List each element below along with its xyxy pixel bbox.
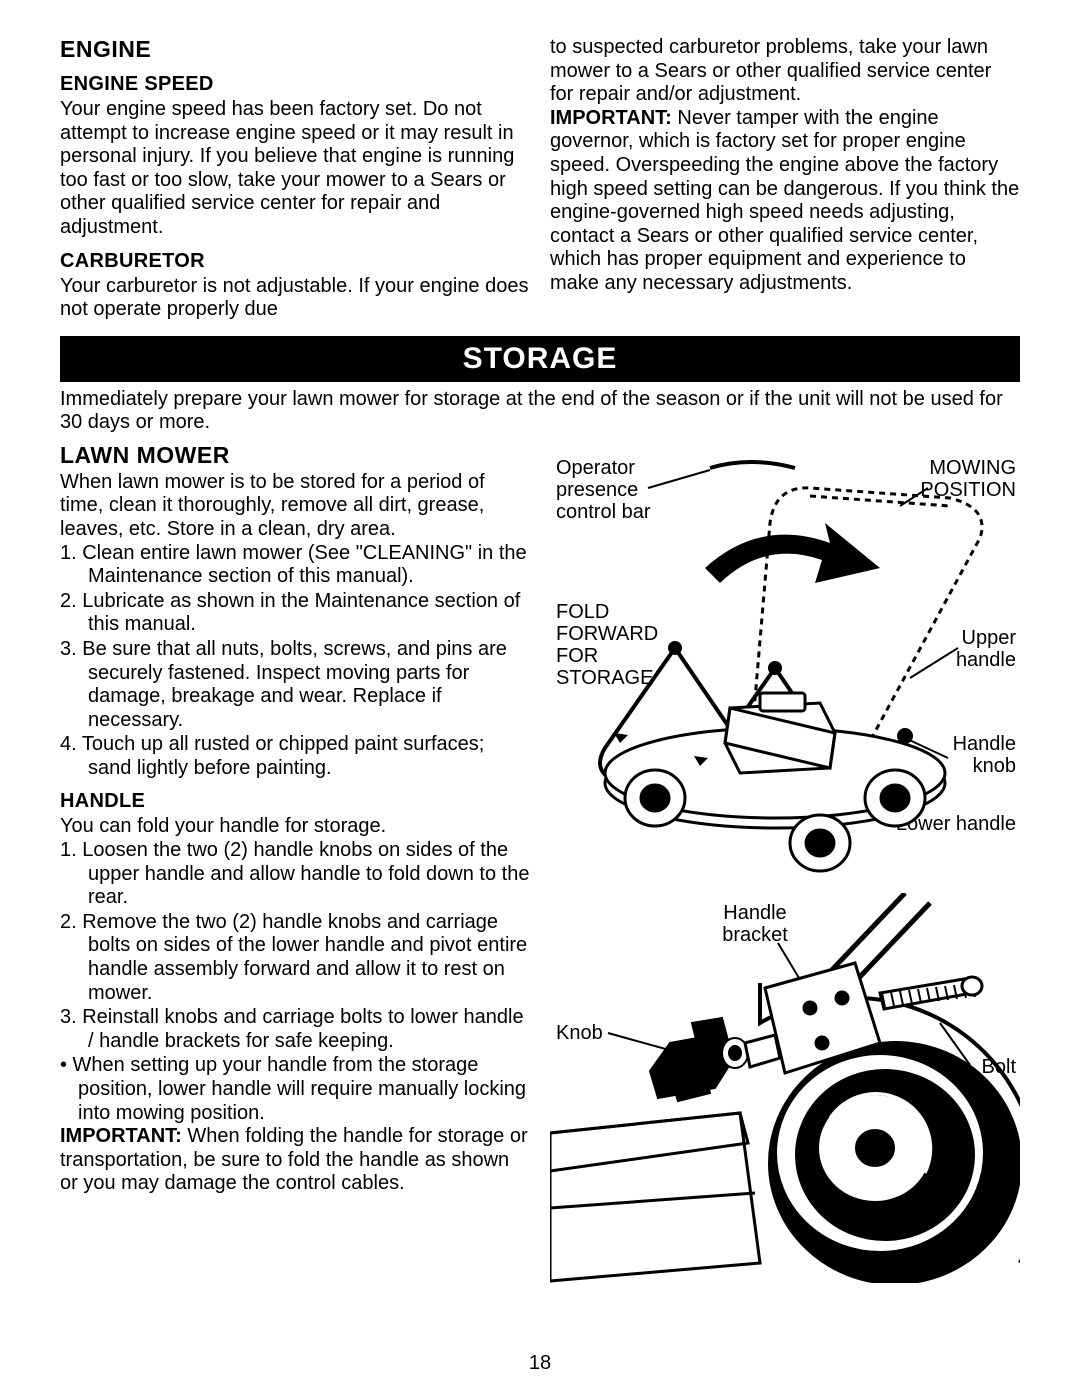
- lawn-mower-heading: LAWN MOWER: [60, 442, 530, 469]
- list-item: 1. Loosen the two (2) handle knobs on si…: [60, 839, 530, 910]
- important-text: Never tamper with the engine governor, w…: [550, 107, 1019, 294]
- handle-bracket-diagram: Handle bracket Knob Bolt: [550, 893, 1020, 1288]
- important-label: IMPORTANT:: [60, 1125, 182, 1147]
- top-right-column: to suspected carburetor problems, take y…: [550, 36, 1020, 322]
- handle-list: 1. Loosen the two (2) handle knobs on si…: [60, 839, 530, 1053]
- lawn-mower-list: 1. Clean entire lawn mower (See "CLEANIN…: [60, 542, 530, 781]
- fig1-fold-l3: FOR: [556, 645, 598, 667]
- fig1-upper-l1: Upper: [962, 627, 1017, 649]
- important-label: IMPORTANT:: [550, 107, 672, 129]
- important-engine: IMPORTANT: Never tamper with the engine …: [550, 107, 1020, 296]
- list-item: • When setting up your handle from the s…: [60, 1054, 530, 1125]
- handle-body: You can fold your handle for storage.: [60, 815, 530, 839]
- list-item: 3. Reinstall knobs and carriage bolts to…: [60, 1006, 530, 1053]
- page-number: 18: [0, 1352, 1080, 1375]
- handle-heading: HANDLE: [60, 790, 530, 813]
- fig1-fold-l4: STORAGE: [556, 667, 653, 689]
- fig2-knob: Knob: [556, 1022, 603, 1044]
- fig1-operator-l1: Operator: [556, 457, 635, 479]
- top-left-column: ENGINE ENGINE SPEED Your engine speed ha…: [60, 36, 530, 322]
- carburetor-body: Your carburetor is not adjustable. If yo…: [60, 275, 530, 322]
- engine-speed-body: Your engine speed has been factory set. …: [60, 98, 530, 240]
- fig1-knob-l2: knob: [973, 755, 1016, 777]
- engine-heading: ENGINE: [60, 36, 530, 63]
- storage-banner: STORAGE: [60, 336, 1020, 382]
- fig2-bracket-l2: bracket: [722, 924, 788, 946]
- fig2-bracket-l1: Handle: [723, 902, 786, 924]
- list-item: 1. Clean entire lawn mower (See "CLEANIN…: [60, 542, 530, 589]
- list-item: 2. Lubricate as shown in the Maintenance…: [60, 590, 530, 637]
- handle-bullet-list: • When setting up your handle from the s…: [60, 1054, 530, 1125]
- important-handle: IMPORTANT: When folding the handle for s…: [60, 1125, 530, 1196]
- fold-arrow-icon: [705, 523, 880, 583]
- bottom-left-column: LAWN MOWER When lawn mower is to be stor…: [60, 442, 530, 1288]
- list-item: 4. Touch up all rusted or chipped paint …: [60, 733, 530, 780]
- fig1-operator-l3: control bar: [556, 501, 651, 523]
- fig1-fold-l2: FORWARD: [556, 623, 658, 645]
- fig1-mowing-l1: MOWING: [929, 457, 1016, 479]
- list-item: 3. Be sure that all nuts, bolts, screws,…: [60, 638, 530, 732]
- list-item: 2. Remove the two (2) handle knobs and c…: [60, 911, 530, 1005]
- fig1-upper-l2: handle: [956, 649, 1016, 671]
- bottom-right-column: Operator presence control bar FOLD FORWA…: [550, 442, 1020, 1288]
- lawn-mower-body: When lawn mower is to be stored for a pe…: [60, 471, 530, 542]
- fig1-knob-l1: Handle: [953, 733, 1016, 755]
- fig1-operator-l2: presence: [556, 479, 638, 501]
- carburetor-heading: CARBURETOR: [60, 250, 530, 273]
- storage-intro: Immediately prepare your lawn mower for …: [60, 388, 1020, 434]
- fig1-fold-l1: FOLD: [556, 601, 609, 623]
- carburetor-continued: to suspected carburetor problems, take y…: [550, 36, 1020, 107]
- engine-speed-heading: ENGINE SPEED: [60, 73, 530, 96]
- mower-fold-diagram: Operator presence control bar FOLD FORWA…: [550, 448, 1020, 883]
